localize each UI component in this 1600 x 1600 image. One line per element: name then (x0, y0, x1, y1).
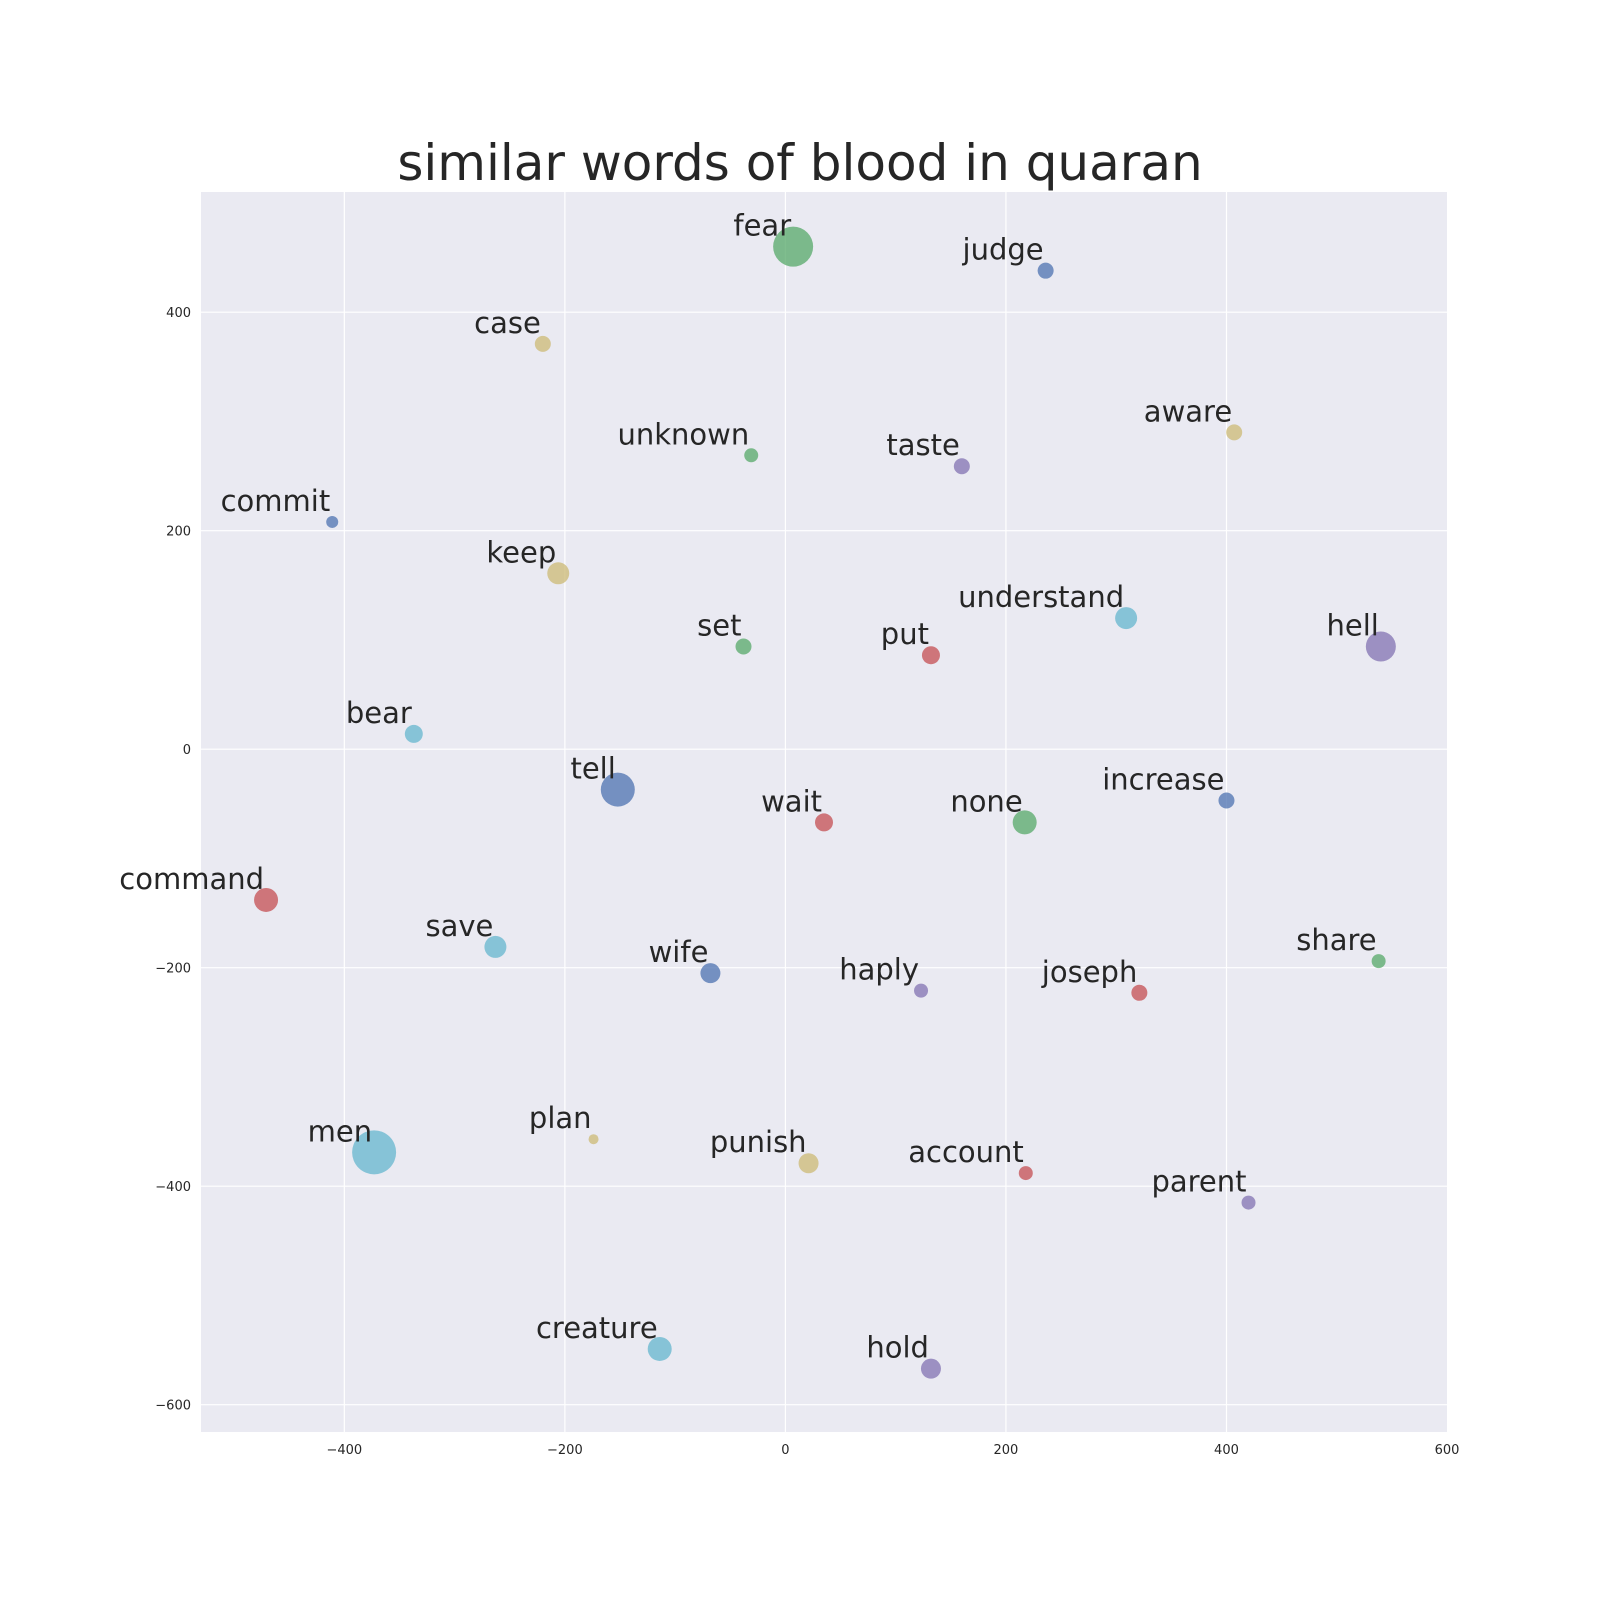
point-set (735, 638, 752, 655)
point-understand (1115, 607, 1138, 630)
label-command: command (119, 862, 264, 896)
point-hell (1365, 631, 1396, 662)
point-put (921, 646, 940, 665)
label-plan: plan (529, 1101, 592, 1135)
label-fear: fear (733, 209, 791, 243)
label-creature: creature (536, 1311, 658, 1345)
point-creature (647, 1336, 672, 1361)
point-increase (1218, 792, 1235, 809)
point-unknown (744, 448, 759, 463)
point-joseph (1131, 984, 1148, 1001)
data-points (254, 226, 1396, 1379)
point-none (1012, 810, 1037, 835)
chart-title: similar words of blood in quaran (397, 134, 1203, 192)
point-share (1371, 954, 1386, 969)
label-parent: parent (1151, 1165, 1246, 1199)
label-hell: hell (1326, 608, 1378, 642)
point-judge (1037, 262, 1054, 279)
y-tick-label: 400 (166, 306, 191, 321)
x-tick-label: 600 (1435, 1443, 1460, 1458)
label-joseph: joseph (1041, 955, 1138, 989)
y-tick-label: 0 (183, 743, 191, 758)
x-tick-label: 200 (994, 1443, 1019, 1458)
label-unknown: unknown (617, 417, 749, 451)
point-bear (404, 724, 423, 743)
label-set: set (697, 608, 741, 642)
label-wait: wait (761, 784, 822, 818)
y-tick-label: −400 (155, 1180, 191, 1195)
point-punish (798, 1153, 819, 1174)
point-aware (1226, 424, 1243, 441)
label-aware: aware (1144, 394, 1232, 428)
point-wife (700, 963, 721, 984)
label-save: save (426, 909, 494, 943)
label-bear: bear (346, 696, 412, 730)
label-share: share (1296, 923, 1376, 957)
label-commit: commit (221, 484, 331, 518)
data-labels: fear judge case aware unknown taste commit keep… (119, 209, 1379, 1365)
label-haply: haply (839, 953, 919, 987)
point-case (534, 335, 551, 352)
point-men (352, 1130, 397, 1175)
label-taste: taste (886, 428, 959, 462)
label-hold: hold (866, 1331, 929, 1365)
x-tick-label: −400 (326, 1443, 362, 1458)
label-increase: increase (1102, 763, 1224, 797)
point-haply (914, 983, 929, 998)
point-account (1018, 1166, 1033, 1181)
point-plan (588, 1134, 599, 1145)
label-men: men (308, 1114, 372, 1148)
label-tell: tell (570, 752, 615, 786)
label-case: case (474, 306, 541, 340)
label-put: put (881, 617, 929, 651)
label-punish: punish (710, 1125, 807, 1159)
x-tick-label: 400 (1214, 1443, 1239, 1458)
grid-lines (201, 192, 1447, 1432)
label-wife: wife (649, 935, 709, 969)
y-tick-label: 200 (166, 525, 191, 540)
label-account: account (908, 1135, 1024, 1169)
point-hold (920, 1358, 941, 1379)
label-none: none (950, 784, 1022, 818)
label-judge: judge (962, 233, 1044, 267)
label-keep: keep (486, 535, 556, 569)
point-taste (953, 458, 970, 475)
x-tick-label: 0 (781, 1443, 789, 1458)
y-tick-label: −200 (155, 962, 191, 977)
y-tick-label: −600 (155, 1399, 191, 1414)
point-tell (600, 772, 635, 807)
point-fear (773, 226, 814, 267)
y-axis-ticks: −600 −400 −200 0 200 400 (155, 306, 191, 1414)
plot-background (201, 192, 1447, 1432)
point-keep (547, 562, 570, 585)
point-command (254, 887, 279, 912)
label-understand: understand (958, 580, 1124, 614)
x-axis-ticks: −400 −200 0 200 400 600 (326, 1443, 1459, 1458)
point-wait (815, 813, 833, 832)
x-tick-label: −200 (547, 1443, 583, 1458)
point-commit (326, 515, 339, 528)
point-parent (1241, 1195, 1256, 1210)
point-save (484, 935, 507, 958)
